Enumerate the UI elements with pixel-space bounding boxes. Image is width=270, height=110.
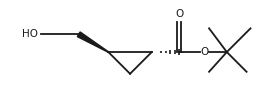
Polygon shape <box>77 32 109 52</box>
Text: HO: HO <box>22 29 38 39</box>
Text: O: O <box>200 47 208 57</box>
Text: O: O <box>175 9 184 19</box>
